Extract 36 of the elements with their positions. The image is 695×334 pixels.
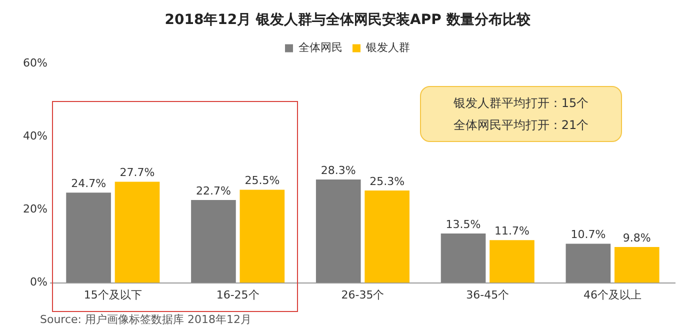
y-tick-label: 20% — [22, 202, 48, 216]
source-note: Source: 用户画像标签数据库 2018年12月 — [40, 312, 252, 327]
x-tick-label: 16-25个 — [216, 288, 260, 302]
x-tick-label: 36-45个 — [466, 288, 510, 302]
data-label: 11.7% — [494, 224, 530, 238]
note-box: 银发人群平均打开：15个 全体网民平均打开：21个 — [420, 86, 622, 142]
bar — [364, 190, 410, 283]
chart-title: 2018年12月 银发人群与全体网民安装APP 数量分布比较 — [164, 11, 532, 28]
bar — [114, 182, 160, 283]
data-label: 25.5% — [244, 174, 280, 188]
x-tick-label: 15个及以下 — [84, 288, 142, 302]
annotation: 全体网民平均打开：21个 — [452, 117, 590, 134]
bar — [66, 192, 111, 283]
data-label: 27.7% — [120, 166, 155, 180]
data-label: 24.7% — [71, 177, 106, 190]
bar — [440, 234, 486, 283]
data-label: 25.3% — [370, 174, 405, 188]
legend-label: 全体网民 — [298, 41, 342, 54]
legend-label: 银发人群 — [365, 41, 410, 54]
y-tick-label: 0% — [30, 276, 48, 289]
data-label: 10.7% — [570, 228, 606, 242]
data-label: 9.8% — [622, 231, 651, 244]
bar — [316, 180, 361, 283]
bar — [614, 247, 660, 283]
bar — [240, 190, 285, 283]
bar — [566, 244, 611, 283]
bar — [191, 200, 236, 283]
data-label: 13.5% — [446, 218, 481, 231]
annotation: 银发人群平均打开：15个 — [452, 95, 590, 112]
y-tick-label: 40% — [22, 130, 48, 143]
x-tick-label: 26-35个 — [341, 288, 384, 302]
data-label: 22.7% — [196, 184, 231, 198]
y-tick-label: 60% — [22, 56, 48, 70]
bar — [490, 240, 534, 283]
data-label: 28.3% — [320, 164, 356, 177]
x-tick-label: 46个及以上 — [584, 288, 642, 302]
